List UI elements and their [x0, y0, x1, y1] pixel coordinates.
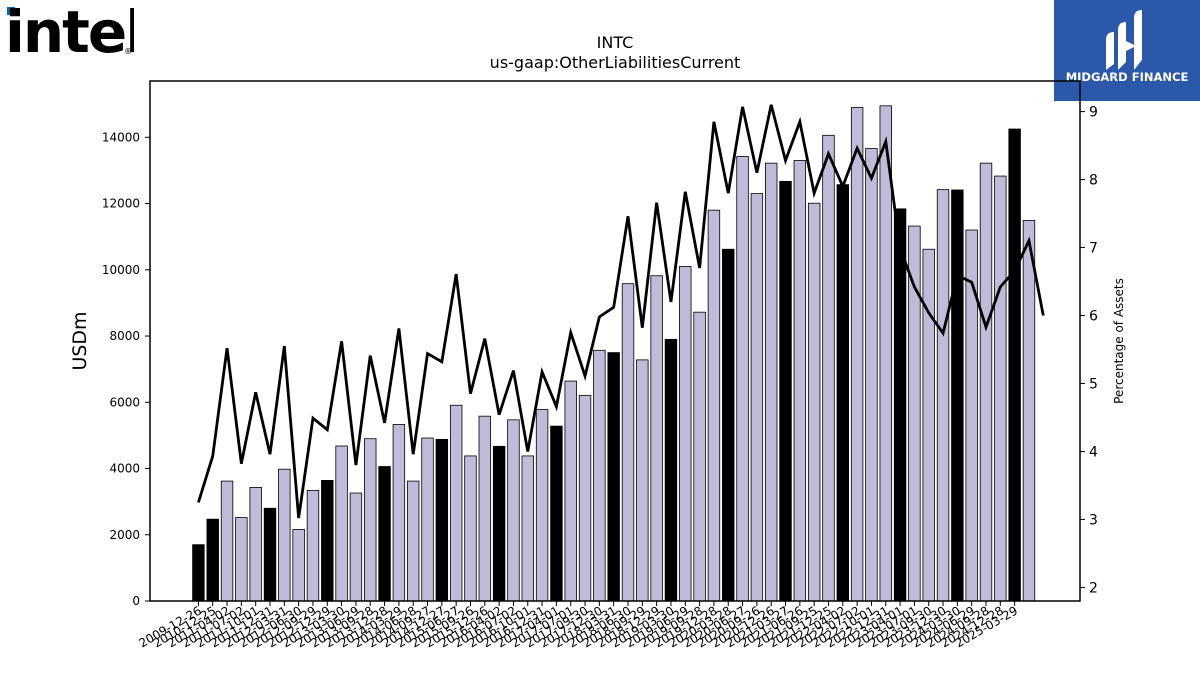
- y-tick-label-7: 14000: [102, 130, 140, 144]
- bar-51: [922, 248, 935, 602]
- bar-41: [779, 180, 792, 602]
- bar-40: [765, 162, 778, 602]
- bar-4: [249, 486, 262, 602]
- bar-35: [693, 311, 706, 602]
- bar-3: [235, 517, 248, 602]
- intel-logo-wordmark: intel: [6, 4, 134, 56]
- bar-31: [636, 359, 649, 602]
- bar-27: [578, 394, 592, 602]
- y2-tick-label-3: 5: [1089, 376, 1098, 392]
- bar-38: [736, 156, 749, 602]
- bar-18: [449, 404, 463, 602]
- y2-tick-label-6: 8: [1089, 173, 1098, 189]
- intel-logo: intel ®: [6, 4, 134, 56]
- bar-22: [507, 419, 520, 602]
- bar-45: [836, 184, 850, 602]
- line-group: [197, 104, 1045, 519]
- midgard-finance-logo: MIDGARD FINANCE: [1054, 0, 1200, 101]
- bar-34: [679, 266, 692, 602]
- bar-12: [364, 438, 377, 602]
- bar-44: [822, 134, 835, 602]
- bar-17: [435, 438, 449, 602]
- bar-0: [192, 544, 205, 602]
- right-y-axis: 2 3 4 5 6 7 8 9: [1080, 105, 1098, 596]
- bar-50: [908, 225, 921, 602]
- bar-23: [521, 455, 534, 602]
- y-tick-label-3: 6000: [109, 395, 140, 409]
- y-tick-label-4: 8000: [109, 329, 140, 343]
- y2-tick-label-5: 7: [1089, 241, 1098, 257]
- plot-frame: [149, 80, 1081, 602]
- bar-58: [1022, 220, 1036, 602]
- bar-21: [492, 445, 506, 602]
- bar-5: [263, 507, 277, 602]
- bar-19: [464, 455, 477, 602]
- bar-8: [306, 489, 320, 602]
- bar-1: [206, 518, 219, 602]
- bar-47: [865, 148, 878, 602]
- bar-36: [707, 209, 721, 602]
- bar-33: [664, 338, 678, 602]
- bar-57: [1008, 128, 1021, 602]
- y-tick-label-6: 12000: [102, 197, 140, 211]
- y2-axis-label: Percentage of Assets: [1112, 278, 1126, 404]
- bar-53: [951, 189, 964, 602]
- bar-39: [750, 193, 764, 602]
- bar-56: [994, 175, 1007, 602]
- chart-subtitle: us-gaap:OtherLiabilitiesCurrent: [489, 53, 741, 72]
- bar-2: [220, 480, 234, 602]
- percentage-of-assets-line: [197, 104, 1045, 519]
- bar-52: [936, 189, 950, 602]
- bar-14: [392, 424, 406, 602]
- intel-logo-dot: [7, 7, 15, 15]
- y-tick-label-2: 4000: [109, 462, 140, 476]
- bar-29: [607, 352, 620, 602]
- bar-15: [406, 480, 420, 602]
- y2-tick-label-4: 6: [1089, 309, 1098, 325]
- intel-registered-mark: ®: [124, 47, 132, 56]
- bar-11: [349, 492, 363, 602]
- bar-28: [593, 349, 606, 602]
- x-axis: 2009-12-262010-12-252011-04-022011-07-02…: [136, 601, 1020, 650]
- bar-46: [850, 107, 864, 602]
- midgard-emblem-icon: [1106, 10, 1142, 70]
- y-axis-label: USDm: [69, 311, 91, 370]
- left-y-axis: 0 2000 4000 6000 8000 10000 12000 14000: [102, 130, 150, 608]
- bar-7: [292, 529, 305, 602]
- bar-55: [979, 162, 993, 602]
- bar-20: [478, 415, 492, 602]
- bar-24: [535, 409, 549, 602]
- bar-26: [564, 380, 577, 602]
- bar-43: [807, 202, 821, 602]
- chart-title: INTC: [596, 33, 634, 52]
- bar-10: [335, 445, 348, 602]
- bar-37: [722, 248, 735, 602]
- bar-13: [378, 466, 391, 602]
- bar-30: [621, 283, 635, 602]
- bar-25: [550, 425, 563, 602]
- y2-tick-label-1: 3: [1089, 512, 1098, 528]
- bars-group: [192, 105, 1036, 602]
- bar-16: [421, 437, 434, 602]
- bar-32: [650, 275, 663, 602]
- bar-42: [793, 160, 807, 602]
- y-tick-label-1: 2000: [109, 528, 140, 542]
- y2-tick-label-7: 9: [1089, 105, 1098, 121]
- bar-9: [321, 480, 334, 602]
- bar-6: [278, 468, 291, 602]
- y-tick-label-0: 0: [132, 594, 140, 608]
- bar-49: [893, 208, 907, 602]
- y2-tick-label-2: 4: [1089, 444, 1098, 460]
- y-tick-label-5: 10000: [102, 263, 140, 277]
- y2-tick-label-0: 2: [1089, 580, 1098, 596]
- midgard-logo-text: MIDGARD FINANCE: [1066, 70, 1189, 84]
